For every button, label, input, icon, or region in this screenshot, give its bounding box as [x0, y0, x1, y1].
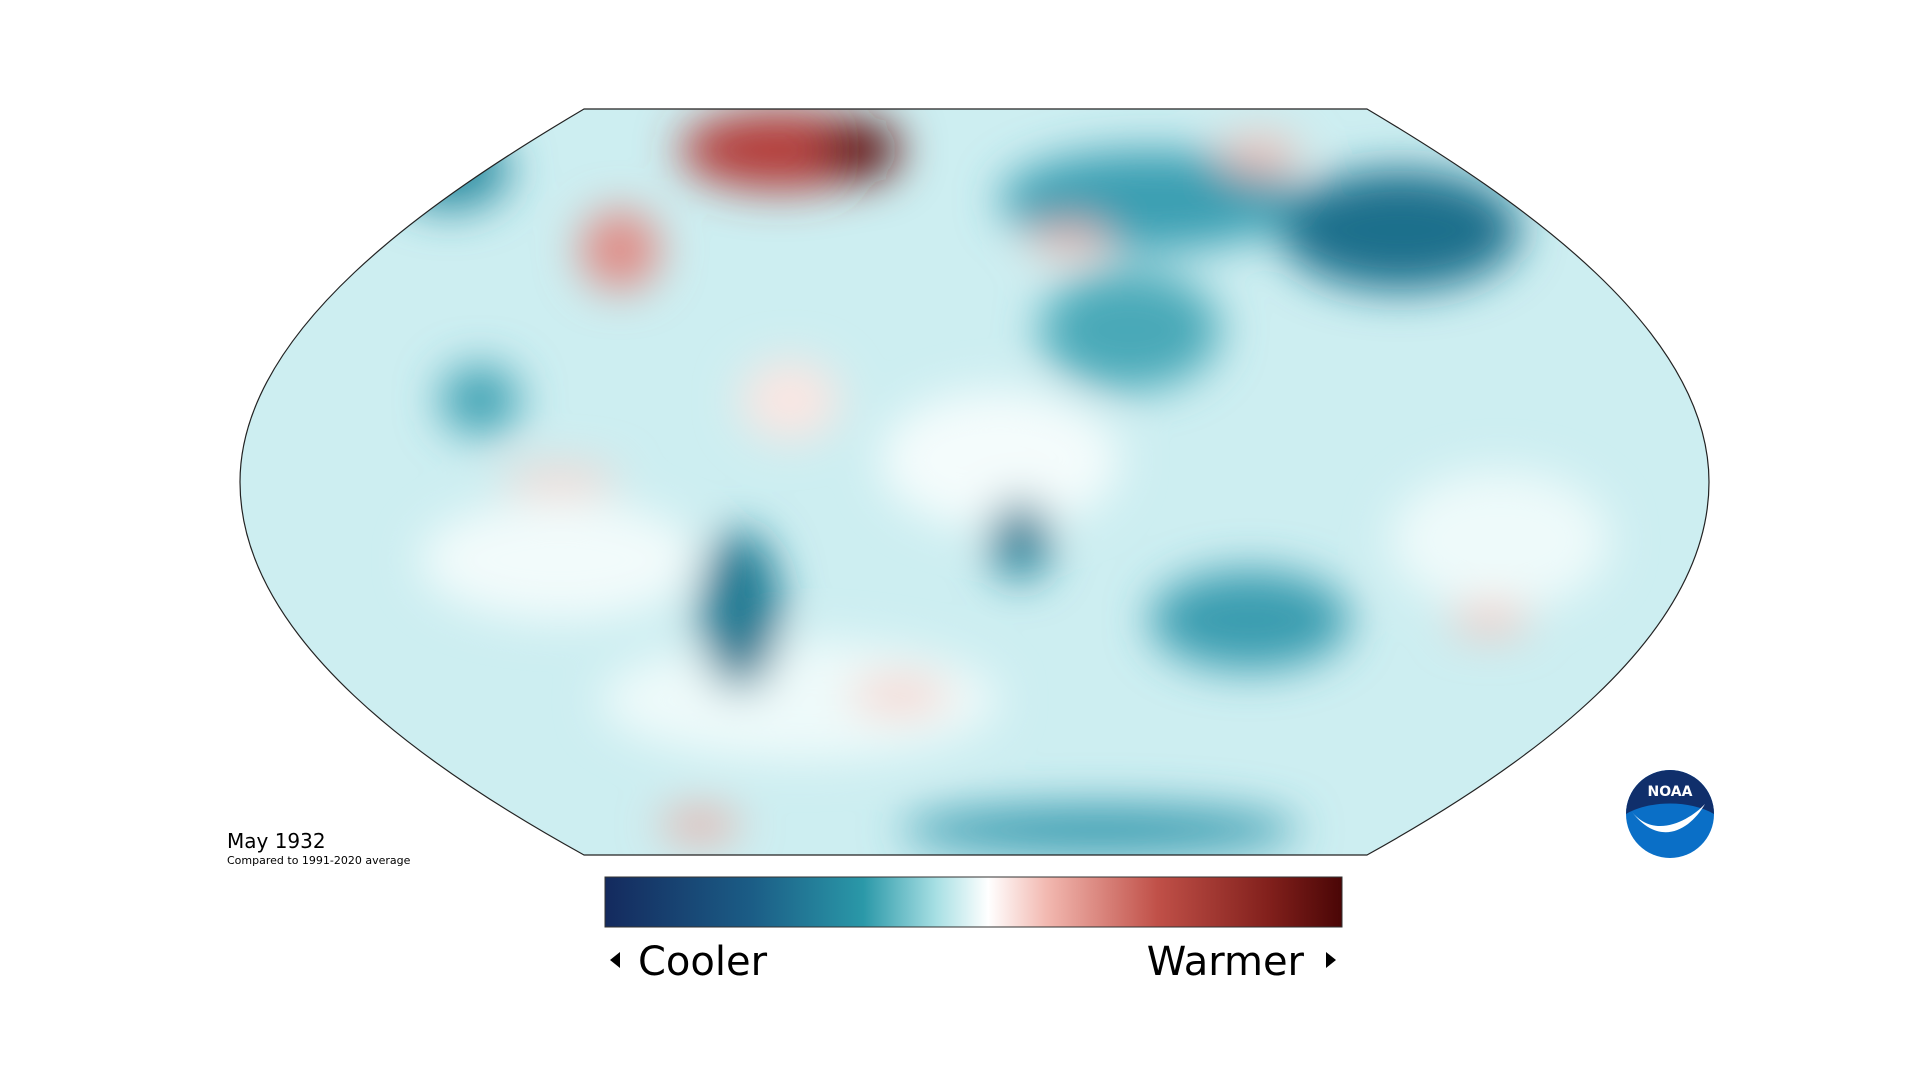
logo-text: NOAA: [1648, 784, 1693, 800]
map-outline: [239, 108, 1710, 856]
left-arrow: [610, 952, 620, 968]
noaa-logo: NOAA: [1626, 770, 1714, 858]
anomaly-field: [240, 109, 1709, 855]
map-subtitle: Compared to 1991-2020 average: [227, 854, 411, 867]
legend-high-label: Warmer: [1147, 939, 1305, 985]
right-arrow: [1326, 952, 1336, 968]
map-title: May 1932: [227, 829, 326, 853]
legend-low-label: Cooler: [638, 939, 768, 985]
color-bar: [604, 876, 1343, 928]
